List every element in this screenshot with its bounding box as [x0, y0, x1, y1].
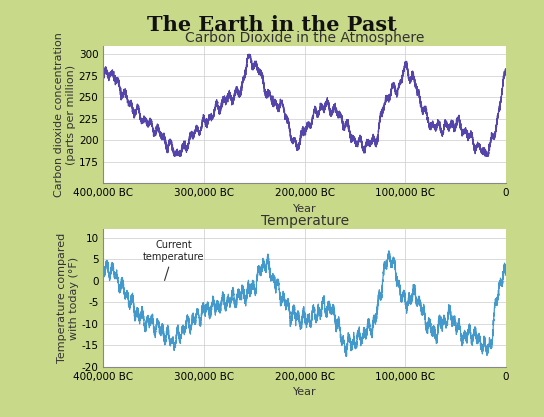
Y-axis label: Carbon dioxide concentration
(parts per million): Carbon dioxide concentration (parts per …: [54, 32, 76, 197]
Text: The Earth in the Past: The Earth in the Past: [147, 15, 397, 35]
X-axis label: Year: Year: [293, 387, 317, 397]
X-axis label: Year: Year: [293, 204, 317, 214]
Text: Current
temperature: Current temperature: [143, 240, 205, 281]
Y-axis label: Temperature compared
with today (°F): Temperature compared with today (°F): [57, 233, 79, 363]
Title: Temperature: Temperature: [261, 214, 349, 228]
Title: Carbon Dioxide in the Atmosphere: Carbon Dioxide in the Atmosphere: [185, 31, 424, 45]
